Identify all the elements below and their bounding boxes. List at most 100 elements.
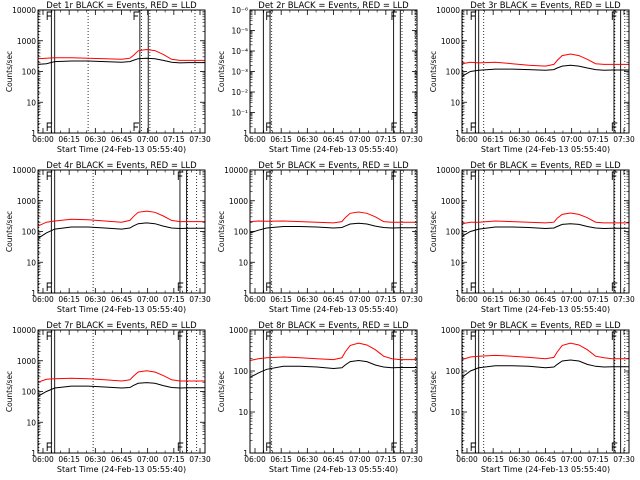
x-tick-label: 06:45 <box>111 455 133 464</box>
x-tick-label: 06:00 <box>32 135 54 144</box>
panel-det-5: Det 5r BLACK = Events, RED = LLD 1 10 100 10… <box>217 161 423 314</box>
x-tick-label: 07:30 <box>613 295 635 304</box>
x-axis-label: Start Time (24-Feb-13 05:55:40) <box>57 465 186 474</box>
panel-title: Det 3r BLACK = Events, RED = LLD <box>470 1 621 11</box>
x-tick-label: 06:45 <box>535 455 557 464</box>
x-tick-label: 07:15 <box>163 295 185 304</box>
x-tick-label: 06:15 <box>270 295 292 304</box>
saa-marker <box>177 171 184 180</box>
x-tick-label: 07:00 <box>137 135 159 144</box>
plot-frame <box>249 169 418 294</box>
y-tick-label: 1000 <box>229 197 248 206</box>
series-line-events <box>461 64 629 77</box>
x-tick-label: 07:00 <box>349 135 371 144</box>
panel-det-2: Det 2r BLACK = Events, RED = LLD 1 10⁻¹ 10⁻… <box>217 1 423 154</box>
x-tick-label: 06:15 <box>270 135 292 144</box>
y-axis-label: Counts/sec <box>429 51 438 92</box>
plot-frame <box>461 169 630 294</box>
panel-det-1: Det 1r BLACK = Events, RED = LLD 1 10 100 10… <box>5 1 211 154</box>
x-tick-label: 06:00 <box>244 295 266 304</box>
x-tick-label: 07:15 <box>163 135 185 144</box>
x-tick-label: 07:15 <box>375 455 397 464</box>
saa-marker <box>611 442 618 451</box>
x-tick-label: 06:45 <box>535 135 557 144</box>
series-line-events <box>37 57 205 65</box>
y-tick-label: 100 <box>22 228 37 237</box>
y-tick-label: 10 <box>238 258 248 267</box>
x-tick-label: 06:30 <box>509 135 531 144</box>
x-tick-label: 06:00 <box>32 295 54 304</box>
y-tick-label: 100 <box>22 388 37 397</box>
y-axis-label: Counts/sec <box>217 371 226 412</box>
saa-marker <box>177 331 184 340</box>
x-tick-label: 07:00 <box>561 455 583 464</box>
plot-frame <box>37 9 206 134</box>
y-axis-label: Counts/sec <box>5 211 14 252</box>
y-tick-label: 10000 <box>12 326 36 335</box>
panel-title: Det 6r BLACK = Events, RED = LLD <box>470 161 621 171</box>
x-axis-label: Start Time (24-Feb-13 05:55:40) <box>481 465 610 474</box>
y-tick-label: 10⁻¹ <box>231 109 248 118</box>
series-line-events <box>37 382 205 397</box>
panel-title: Det 9r BLACK = Events, RED = LLD <box>470 321 621 331</box>
series-line-lld <box>461 53 629 67</box>
x-tick-label: 06:30 <box>509 455 531 464</box>
x-tick-label: 07:30 <box>613 135 635 144</box>
y-tick-label: 10⁻² <box>231 88 248 97</box>
x-tick-label: 07:00 <box>349 295 371 304</box>
x-tick-label: 07:30 <box>401 135 423 144</box>
x-tick-label: 06:15 <box>58 295 80 304</box>
series-line-lld <box>37 370 205 383</box>
x-tick-label: 06:15 <box>482 455 504 464</box>
x-tick-label: 06:15 <box>58 135 80 144</box>
series-line-lld <box>249 342 417 361</box>
y-tick-label: 1 <box>243 289 248 298</box>
x-tick-label: 06:00 <box>244 135 266 144</box>
saa-marker <box>266 122 272 131</box>
x-tick-label: 07:15 <box>163 455 185 464</box>
y-tick-label: 1 <box>455 289 460 298</box>
saa-marker <box>133 11 140 20</box>
panel-det-3: Det 3r BLACK = Events, RED = LLD 1 10 100 10… <box>429 1 635 154</box>
panel-det-7: Det 7r BLACK = Events, RED = LLD 1 10 100 10… <box>5 321 211 474</box>
saa-marker <box>611 11 618 20</box>
panel-title: Det 5r BLACK = Events, RED = LLD <box>258 161 409 171</box>
y-tick-label: 100 <box>446 68 461 77</box>
saa-marker <box>266 171 272 180</box>
y-tick-label: 100 <box>446 228 461 237</box>
y-tick-label: 10000 <box>224 166 248 175</box>
panel-title: Det 4r BLACK = Events, RED = LLD <box>46 161 197 171</box>
panel-det-8: Det 8r BLACK = Events, RED = LLD 1 10 100 10… <box>217 321 423 474</box>
saa-marker <box>133 122 140 131</box>
x-tick-label: 06:45 <box>323 295 345 304</box>
y-tick-label: 1000 <box>229 326 248 335</box>
series-line-events <box>461 359 629 378</box>
y-tick-label: 1 <box>31 449 36 458</box>
y-tick-label: 10 <box>238 408 248 417</box>
saa-marker <box>391 442 397 451</box>
y-tick-label: 100 <box>234 228 249 237</box>
y-tick-label: 100 <box>234 367 249 376</box>
saa-marker <box>391 282 397 291</box>
panel-title: Det 8r BLACK = Events, RED = LLD <box>258 321 409 331</box>
x-tick-label: 06:00 <box>244 455 266 464</box>
x-tick-label: 07:00 <box>561 295 583 304</box>
y-tick-label: 1000 <box>17 197 36 206</box>
panel-det-4: Det 4r BLACK = Events, RED = LLD 1 10 100 10… <box>5 161 211 314</box>
x-tick-label: 06:15 <box>482 135 504 144</box>
y-tick-label: 10 <box>26 418 36 427</box>
y-tick-label: 1 <box>243 449 248 458</box>
y-axis-label: Counts/sec <box>429 371 438 412</box>
y-tick-label: 100 <box>22 68 37 77</box>
y-tick-label: 1000 <box>17 37 36 46</box>
saa-marker <box>470 331 477 340</box>
x-tick-label: 07:30 <box>613 455 635 464</box>
series-line-events <box>249 222 417 234</box>
y-axis-label: Counts/sec <box>5 371 14 412</box>
saa-marker <box>266 11 272 20</box>
y-tick-label: 1 <box>243 129 248 138</box>
x-tick-label: 06:00 <box>32 455 54 464</box>
y-tick-label: 1000 <box>441 37 460 46</box>
saa-marker <box>391 331 397 340</box>
x-tick-label: 06:15 <box>482 295 504 304</box>
